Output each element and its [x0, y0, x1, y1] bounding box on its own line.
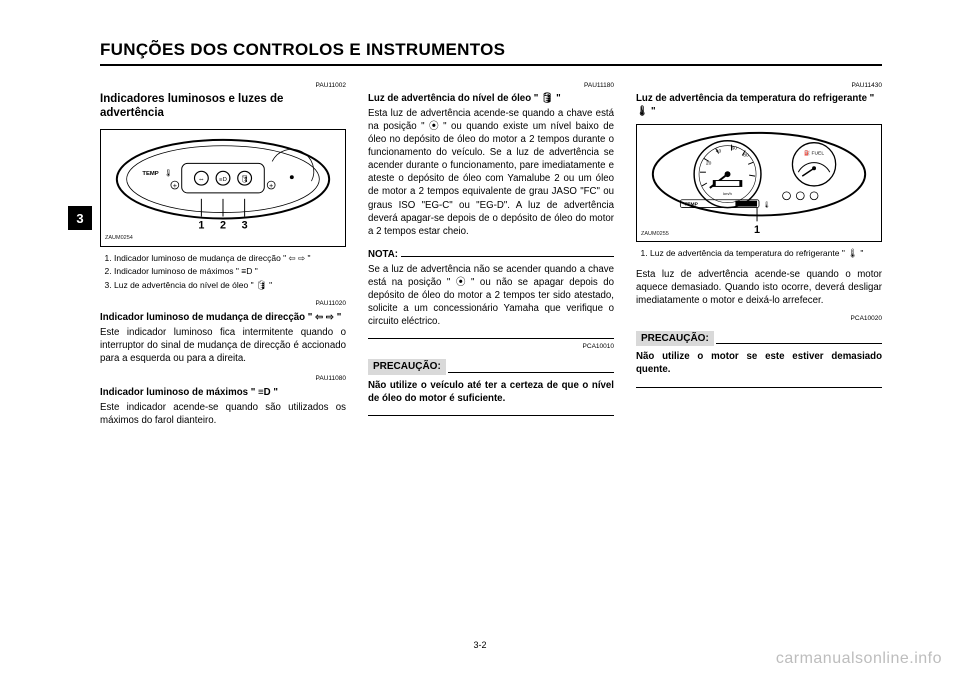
legend-item: Indicador luminoso de mudança de direcçã… [114, 253, 346, 265]
svg-text:2: 2 [220, 219, 226, 231]
ref-code: PCA10010 [368, 343, 614, 352]
svg-text:TEMP: TEMP [684, 202, 698, 208]
svg-text:⇔: ⇔ [198, 176, 205, 183]
subsection-title: Luz de advertência do nível de óleo " 🛢 … [368, 92, 614, 105]
svg-text:1: 1 [198, 219, 204, 231]
svg-text:+: + [269, 183, 273, 190]
figure-legend: Indicador luminoso de mudança de direcçã… [100, 253, 346, 293]
ref-code: PAU11080 [100, 375, 346, 384]
svg-text:80: 80 [743, 152, 749, 158]
legend-item: Indicador luminoso de máximos " ≡D " [114, 266, 346, 278]
svg-text:🌡: 🌡 [164, 169, 173, 177]
divider [368, 415, 614, 416]
manual-page: FUNÇÕES DOS CONTROLOS E INSTRUMENTOS 3 P… [0, 0, 960, 678]
caution-label: PRECAUÇÃO: [636, 331, 714, 347]
ref-code: PAU11430 [636, 82, 882, 91]
figure-gauge-cluster: 20 40 60 80 km/h ⛽ FUEL [636, 124, 882, 242]
figure-legend: Luz de advertência da temperatura do ref… [636, 248, 882, 260]
svg-text:+: + [173, 183, 177, 190]
column-1: PAU11002 Indicadores luminosos e luzes d… [100, 80, 346, 427]
paragraph: Este indicador luminoso fica intermitent… [100, 326, 346, 365]
caution-body: Não utilize o motor se este estiver dema… [636, 350, 882, 376]
subsection-title: Indicador luminoso de máximos " ≡D " [100, 386, 346, 399]
svg-text:1: 1 [754, 224, 760, 236]
content-columns: PAU11002 Indicadores luminosos e luzes d… [100, 80, 882, 427]
note-body: Se a luz de advertência não se acender q… [368, 263, 614, 328]
figure-indicators-panel: ⇔ ≡D 🛢 + + TEMP 🌡 [100, 129, 346, 247]
divider [636, 387, 882, 388]
subsection-title: Indicador luminoso de mudança de direcçã… [100, 311, 346, 324]
caution-heading: PRECAUÇÃO: [636, 325, 882, 347]
ref-code: PAU11002 [100, 82, 346, 91]
svg-text:⛽ FUEL: ⛽ FUEL [804, 149, 824, 156]
divider [368, 338, 614, 339]
paragraph: Esta luz de advertência acende-se quando… [636, 268, 882, 307]
paragraph: Esta luz de advertência acende-se quando… [368, 107, 614, 238]
svg-text:20: 20 [706, 160, 712, 166]
caution-body: Não utilize o veículo até ter a certeza … [368, 379, 614, 405]
svg-text:40: 40 [716, 148, 722, 154]
caution-label: PRECAUÇÃO: [368, 359, 446, 375]
svg-text:60: 60 [731, 146, 737, 152]
section-title: Indicadores luminosos e luzes de advertê… [100, 92, 346, 121]
label-temp: TEMP [142, 171, 158, 177]
svg-text:🌡: 🌡 [763, 201, 770, 209]
page-header: FUNÇÕES DOS CONTROLOS E INSTRUMENTOS [100, 40, 882, 66]
paragraph: Este indicador acende-se quando são util… [100, 401, 346, 427]
svg-text:km/h: km/h [723, 191, 732, 196]
svg-text:🛢: 🛢 [240, 175, 249, 183]
figure-code: ZAUM0254 [105, 235, 133, 242]
svg-text:≡D: ≡D [219, 177, 227, 183]
column-3: PAU11430 Luz de advertência da temperatu… [636, 80, 882, 427]
watermark: carmanualsonline.info [776, 650, 942, 668]
column-2: PAU11180 Luz de advertência do nível de … [368, 80, 614, 427]
note-label: NOTA: [368, 248, 398, 261]
legend-item: Luz de advertência da temperatura do ref… [650, 248, 882, 260]
legend-item: Luz de advertência do nível de óleo " 🛢 … [114, 280, 346, 292]
page-title: FUNÇÕES DOS CONTROLOS E INSTRUMENTOS [100, 40, 882, 60]
chapter-tab: 3 [68, 206, 92, 230]
subsection-title: Luz de advertência da temperatura do ref… [636, 92, 882, 118]
page-number: 3-2 [473, 640, 486, 650]
ref-code: PAU11020 [100, 300, 346, 309]
figure-code: ZAUM0255 [641, 231, 669, 238]
caution-heading: PRECAUÇÃO: [368, 353, 614, 375]
svg-text:3: 3 [242, 219, 248, 231]
ref-code: PCA10020 [636, 315, 882, 324]
ref-code: PAU11180 [368, 82, 614, 91]
